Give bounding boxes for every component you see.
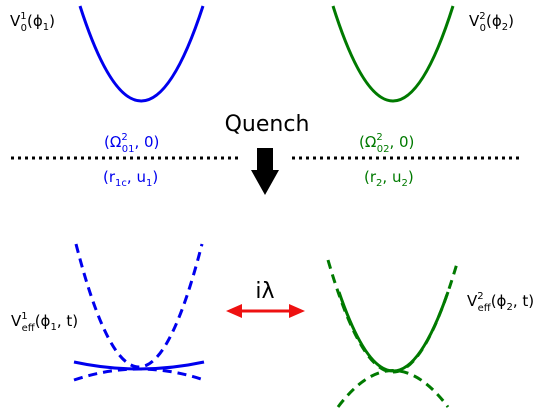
label-omega-01: (Ω2 01, 0)	[104, 132, 159, 155]
coupling-arrowhead-left	[226, 304, 242, 318]
potential-2-dashed-down	[336, 369, 450, 408]
down-arrow-icon	[251, 148, 279, 195]
label-v0-2: V2 0(ϕ2)	[469, 11, 514, 34]
potential-1-dashed-down	[73, 367, 205, 382]
label-omega-02: (Ω2 02, 0)	[359, 132, 414, 155]
coupling-arrowhead-right	[289, 304, 305, 318]
label-veff-2: V2 eff(ϕ2, t)	[467, 291, 534, 314]
potential-curve-1-initial	[78, 5, 205, 103]
label-r2-u2: (r2, u2)	[364, 168, 414, 189]
label-r1c-u1: (r1c, u1)	[103, 168, 158, 189]
label-veff-1: V1 eff(ϕ1, t)	[11, 311, 78, 334]
label-v0-1: V1 0(ϕ1)	[10, 11, 55, 34]
quench-label: Quench	[225, 112, 310, 137]
potential-2-solid	[337, 291, 450, 373]
potential-curve-2-initial	[331, 5, 455, 103]
coupling-label: iλ	[255, 279, 274, 304]
potential-1-dashed-up	[74, 243, 204, 369]
